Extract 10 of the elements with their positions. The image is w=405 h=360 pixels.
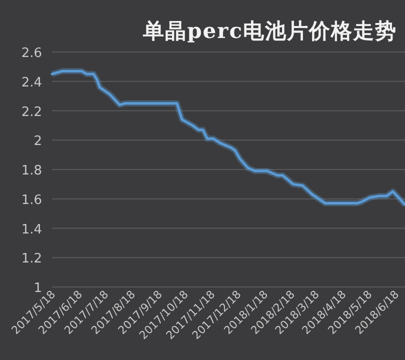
y-tick-label: 2.4 — [21, 75, 42, 90]
chart-title: 单晶perc电池片价格走势 — [142, 18, 397, 43]
y-tick-label: 2 — [34, 134, 42, 150]
y-tick-label: 1.8 — [21, 164, 42, 178]
y-tick-label: 2.6 — [21, 46, 42, 61]
y-tick-label: 1.2 — [21, 252, 42, 267]
y-tick-label: 1.6 — [21, 192, 42, 208]
y-tick-label: 1.4 — [21, 222, 42, 238]
y-tick-label: 2.2 — [21, 104, 42, 120]
y-tick-label: 1 — [34, 281, 42, 296]
